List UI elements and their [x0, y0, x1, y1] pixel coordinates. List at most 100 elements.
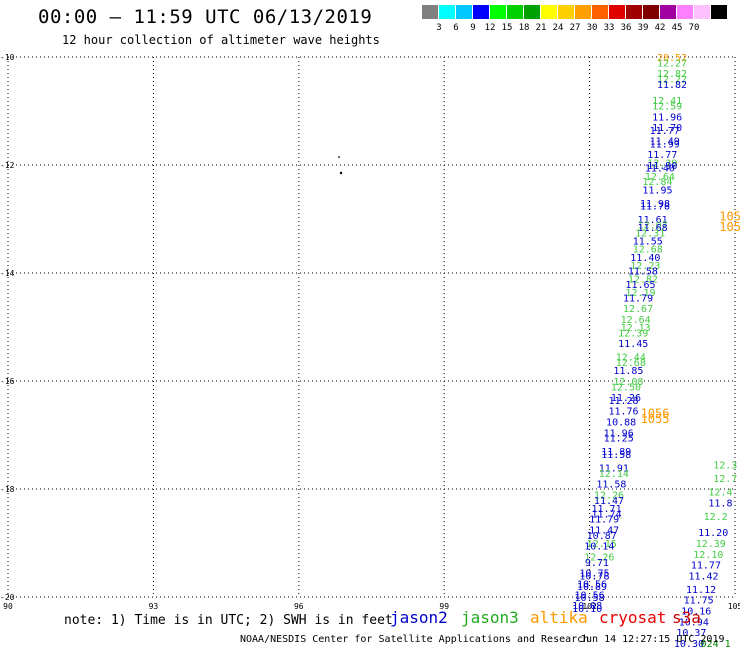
swh-value-label: 11.45: [618, 339, 648, 350]
swh-value-label: 12.39: [696, 539, 726, 550]
swh-value-label: 12.14: [599, 469, 629, 480]
scale-swatch: [490, 5, 506, 19]
scale-label: 30: [586, 23, 598, 33]
swh-value-label: 11.71: [592, 504, 622, 515]
swh-value-label: 12.82: [657, 69, 687, 80]
swh-value-label: 10.58: [575, 593, 605, 604]
swh-value-label: 11.79: [623, 293, 653, 304]
swh-value-label: 10.16: [681, 607, 711, 618]
swh-value-label: 12.29: [647, 158, 677, 169]
swh-value-label: 12.26: [594, 490, 624, 501]
swh-value-label: 11.49: [650, 137, 680, 148]
swh-value-label: 11.77: [650, 126, 680, 137]
swh-value-label: 11.28: [608, 396, 638, 407]
swh-value-label: 12.7: [713, 474, 737, 485]
swh-value-label: 12.07: [638, 220, 668, 231]
page-subtitle: 12 hour collection of altimeter wave hei…: [62, 33, 380, 47]
scale-swatch: [456, 5, 472, 19]
swh-value-label: 12.44: [616, 353, 646, 364]
swh-value-label: 10.37: [676, 628, 706, 639]
footer-credit: NOAA/NESDIS Center for Satellite Applica…: [240, 634, 590, 645]
swh-value-label: 12.13: [621, 323, 651, 334]
scale-label: 42: [654, 23, 666, 33]
swh-value-label: 12.2: [704, 512, 728, 523]
page-title: 00:00 – 11:59 UTC 06/13/2019: [38, 6, 373, 28]
swh-value-label: 12.23: [630, 261, 660, 272]
swh-value-label: 11.91: [599, 463, 629, 474]
scale-swatch: [473, 5, 489, 19]
swh-value-label: 11.68: [638, 223, 668, 234]
scale-label: 15: [501, 23, 513, 33]
scale-swatch: [711, 5, 727, 19]
scale-swatch: [575, 5, 591, 19]
scale-swatch: [541, 5, 557, 19]
scale-swatch: [677, 5, 693, 19]
swh-value-label: 10.75: [579, 569, 609, 580]
swh-value-label: 1056: [641, 406, 670, 420]
swh-value-label: 10.94: [679, 617, 709, 628]
swh-value-label: 11.90: [647, 161, 677, 172]
swh-value-label: 11.20: [698, 528, 728, 539]
swh-value-label: 12.22: [657, 75, 687, 86]
swh-value-label: 11.95: [642, 185, 672, 196]
swh-value-label: 12.10: [693, 550, 723, 561]
swh-value-label: 10.56: [575, 590, 605, 601]
scale-swatch: [524, 5, 540, 19]
legend-note: note: 1) Time is in UTC; 2) SWH is in fe…: [64, 613, 393, 628]
y-tick-label: -14: [0, 269, 15, 278]
swh-value-label: 11.85: [613, 366, 643, 377]
swh-value-label: 12.31: [635, 229, 665, 240]
swh-value-label: 12.68: [633, 245, 663, 256]
swh-value-label: 11.98: [640, 199, 670, 210]
swh-value-label: 11.58: [601, 450, 631, 461]
scale-label: 21: [535, 23, 547, 33]
scale-label: 24: [552, 23, 564, 33]
swh-value-label: 11.78: [640, 202, 670, 213]
swh-value-label: 11.96: [604, 428, 634, 439]
swh-value-label: 12.82: [628, 274, 658, 285]
legend-s3a: s3a: [672, 608, 701, 627]
swh-value-label: 12.19: [625, 288, 655, 299]
swh-value-label: 12.08: [613, 377, 643, 388]
swh-value-label: 12.64: [621, 315, 651, 326]
swh-value-label: 11.89: [601, 447, 631, 458]
swh-value-label: 105: [719, 220, 740, 234]
scale-label: 33: [603, 23, 615, 33]
swh-value-label: 28.52: [657, 53, 687, 64]
scale-label: 27: [569, 23, 581, 33]
swh-value-label: 12.41: [652, 96, 682, 107]
y-tick-label: -16: [0, 377, 15, 386]
swh-value-label: 12.39: [618, 328, 648, 339]
swh-value-label: 11.77: [691, 561, 721, 572]
scale-swatch: [643, 5, 659, 19]
swh-value-label: 11.8: [708, 499, 732, 510]
scale-label: 70: [688, 23, 700, 33]
swh-value-label: 10.88: [606, 418, 636, 429]
legend-jason2: jason2: [390, 608, 448, 627]
scale-label: 3: [436, 23, 442, 33]
swh-value-label: 11.65: [625, 280, 655, 291]
x-tick-label: 99: [439, 602, 449, 611]
island-mark: [339, 171, 343, 175]
swh-value-label: 11.61: [638, 215, 668, 226]
swh-value-label: 12.15: [587, 539, 617, 550]
swh-value-label: 11.82: [657, 80, 687, 91]
legend-cryosat: cryosat: [599, 608, 667, 627]
y-tick-label: -10: [0, 53, 15, 62]
swh-value-label: 10.10: [572, 604, 602, 615]
scale-label: 12: [484, 23, 496, 33]
swh-value-label: 11.99: [650, 139, 680, 150]
island-mark: [338, 156, 340, 158]
scale-swatch: [558, 5, 574, 19]
swh-value-label: 10.78: [579, 571, 609, 582]
swh-value-label: 10.08: [572, 601, 602, 612]
swh-value-label: 1055: [641, 412, 670, 426]
swh-value-label: 11.70: [652, 123, 682, 134]
swh-value-label: 11.75: [684, 596, 714, 607]
swh-value-label: 12.3: [713, 461, 737, 472]
scale-swatch: [592, 5, 608, 19]
scale-swatch: [609, 5, 625, 19]
scale-swatch: [626, 5, 642, 19]
scale-swatch: [694, 5, 710, 19]
